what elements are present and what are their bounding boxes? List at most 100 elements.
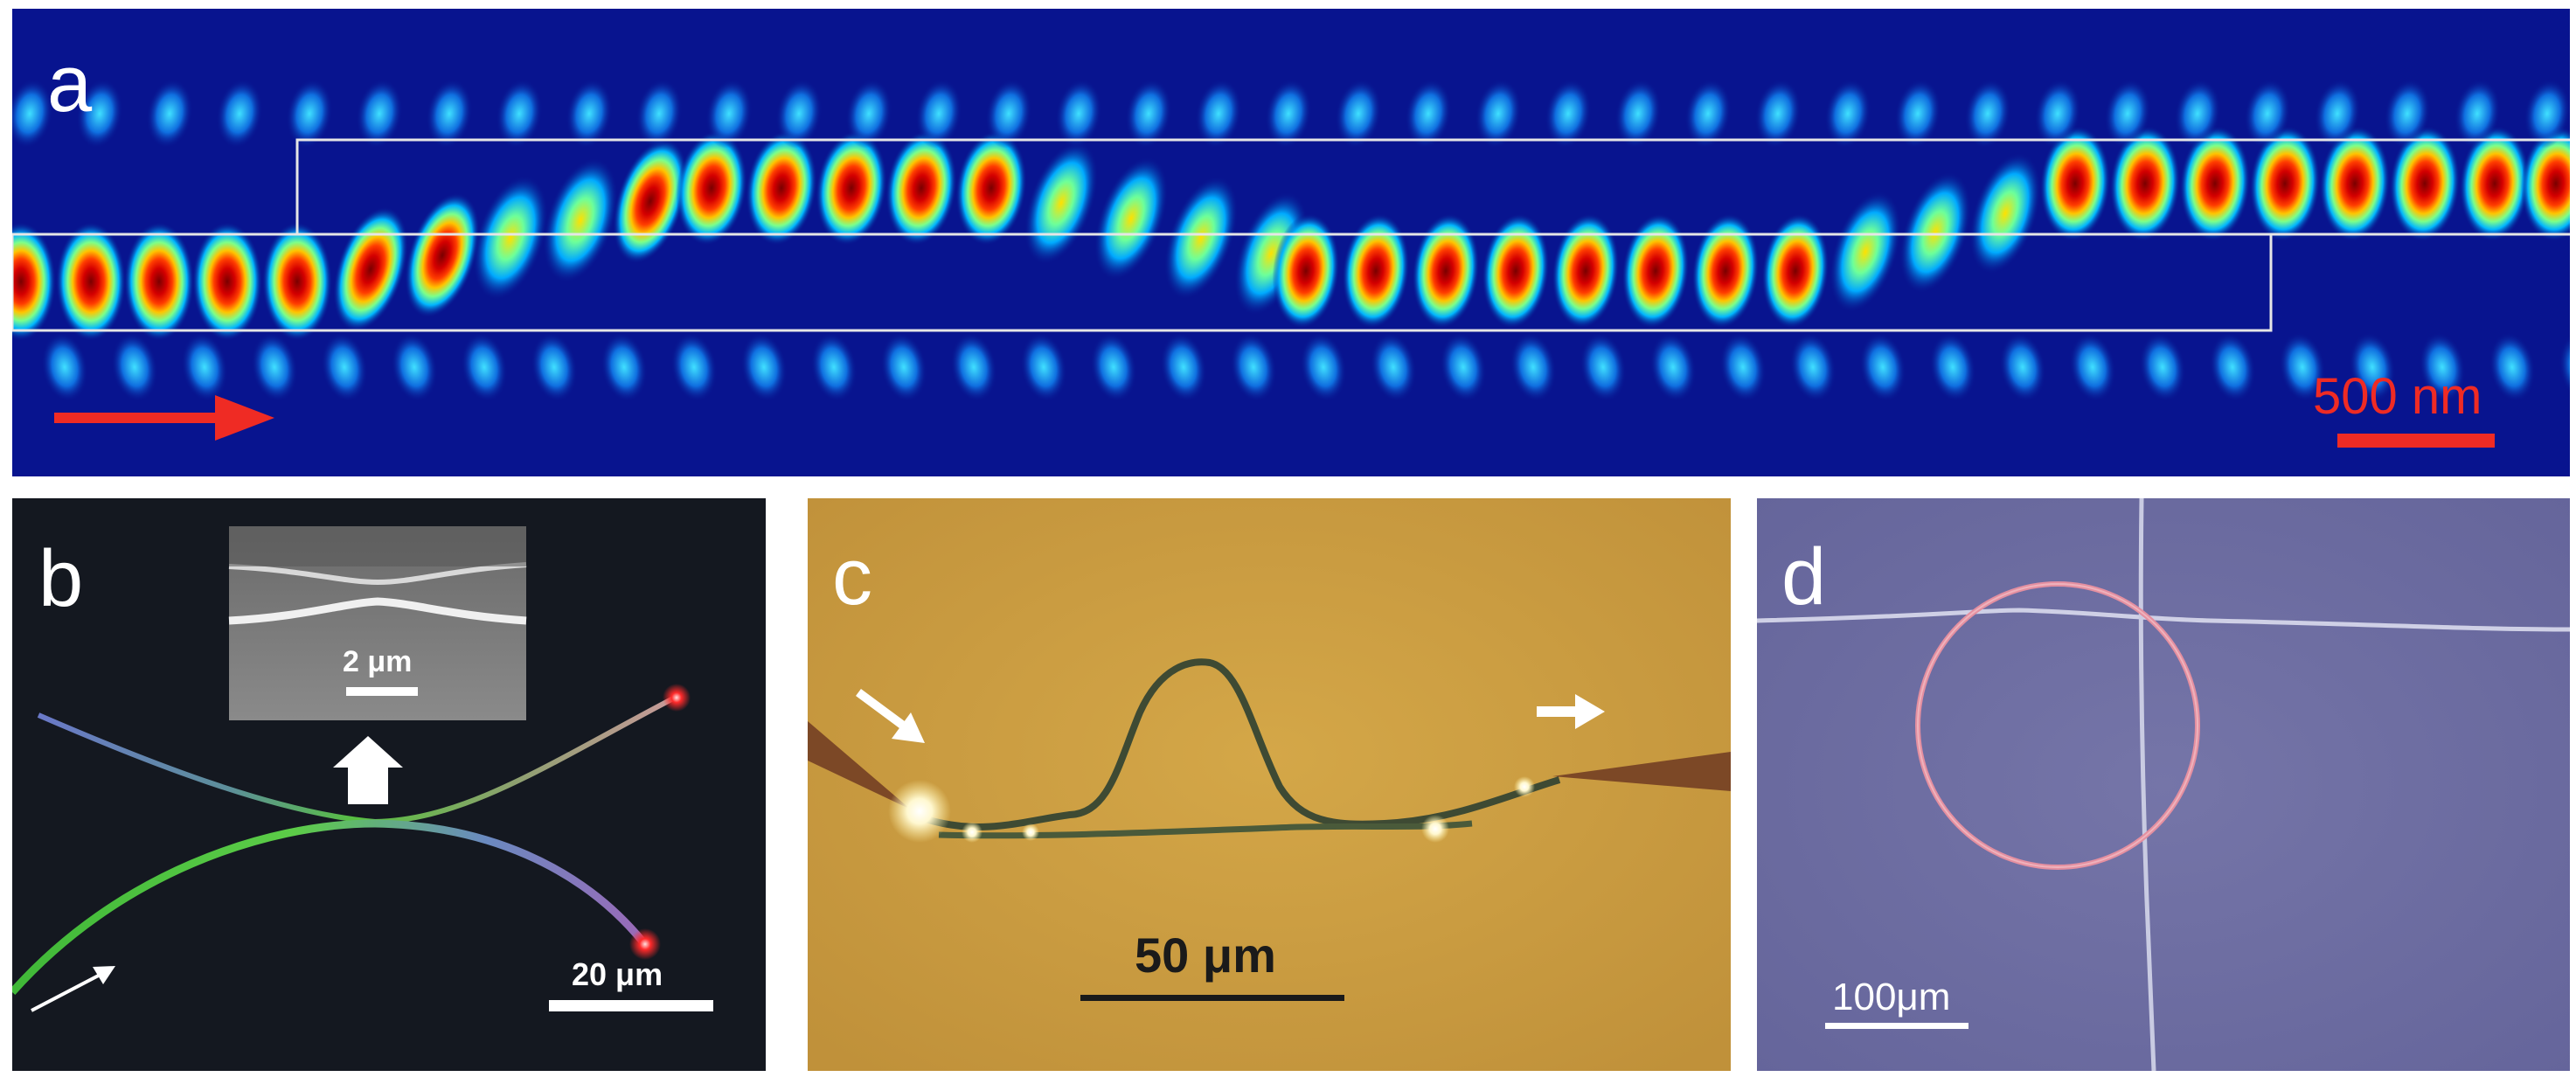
ring-resonator-image	[1757, 498, 2570, 1071]
mode-lobe	[1370, 332, 1417, 402]
mode-lobe	[76, 79, 123, 149]
scatter-glow	[1514, 776, 1535, 797]
mode-lobe	[531, 332, 578, 402]
ring-highlight	[1917, 583, 2198, 868]
mode-lobe	[12, 222, 56, 341]
arrow-diagonal-icon	[31, 966, 115, 1012]
arrow-diagonal-icon	[856, 688, 925, 743]
mode-lobe	[1195, 79, 1242, 149]
panel-b: b 2 μm 20 μm	[12, 498, 766, 1071]
mode-lobe	[2279, 332, 2326, 402]
mode-lobe	[2069, 332, 2116, 402]
sem-inset	[228, 526, 527, 720]
mode-lobe	[1894, 79, 1941, 149]
mode-lobe	[543, 157, 618, 283]
mode-lobe	[985, 79, 1032, 149]
mode-lobe	[2314, 79, 2361, 149]
mode-lobe	[1789, 332, 1837, 402]
mode-lobe	[2389, 126, 2461, 241]
mode-lobe	[566, 79, 613, 149]
mode-lobe	[676, 130, 747, 246]
arrow-right-icon	[1537, 694, 1605, 729]
mode-lobe	[810, 332, 858, 402]
mode-lobe	[2489, 332, 2536, 402]
mode-lobe	[262, 222, 332, 341]
mode-lobe	[1859, 332, 1906, 402]
mode-lobe	[146, 79, 193, 149]
scale-bar-a	[2337, 434, 2495, 448]
vertical-fiber	[2138, 498, 2156, 1071]
inset-scale-bar-label: 2 μm	[343, 645, 413, 678]
panel-c: c 50 μm	[808, 498, 1731, 1071]
mode-lobe	[1342, 213, 1410, 329]
mode-lobe	[1020, 332, 1067, 402]
mode-lobe	[705, 79, 753, 149]
mode-lobe	[12, 79, 53, 149]
mode-lobe	[1230, 332, 1277, 402]
mode-lobe	[2384, 79, 2431, 149]
panel-label-b: b	[38, 534, 84, 623]
panel-a: a 500 nm	[12, 9, 2570, 476]
mode-lobe	[915, 79, 962, 149]
upper-waveguide-outline	[295, 138, 2570, 236]
mode-lobe	[2559, 332, 2570, 402]
mode-lobe	[473, 175, 548, 301]
coupler-image	[12, 526, 713, 1012]
mode-lobe	[2039, 126, 2111, 241]
fiber-lower	[12, 819, 647, 995]
output-fiber-tip	[1552, 752, 1731, 791]
mode-lobe	[251, 332, 298, 402]
mode-lobe	[2319, 126, 2391, 241]
straight-nanowire	[938, 820, 1473, 839]
loop-nanowire	[906, 658, 1561, 830]
fiber-end-glow	[663, 684, 691, 712]
mode-lobe	[2524, 79, 2570, 149]
mode-lobe	[1545, 79, 1592, 149]
mode-lobe	[601, 332, 648, 402]
mode-lobe	[356, 79, 403, 149]
mode-lobe	[740, 332, 788, 402]
mode-lobe	[1265, 79, 1312, 149]
panel-label-c: c	[832, 532, 872, 622]
inset-scale-bar	[346, 687, 418, 696]
mode-lobe	[1552, 213, 1620, 329]
mode-lobe	[216, 79, 263, 149]
mode-lobe	[1090, 332, 1137, 402]
mode-lobe	[1440, 332, 1487, 402]
mode-lobe	[1614, 79, 1662, 149]
arrow-up-icon	[333, 736, 403, 804]
input-glow	[888, 780, 951, 843]
mode-lobe	[746, 130, 817, 246]
mode-lobe	[613, 138, 688, 264]
scatter-glow	[1421, 815, 1449, 843]
mode-lobe	[1510, 332, 1557, 402]
mode-lobe	[2139, 332, 2186, 402]
panel-d: d 100μm	[1757, 498, 2570, 1071]
arrow-right-icon	[54, 395, 274, 441]
mode-lobe	[1272, 213, 1340, 329]
mode-lobe	[111, 332, 158, 402]
mode-lobe	[2104, 79, 2151, 149]
scale-bar-b	[549, 1000, 713, 1011]
mode-lobe	[1580, 332, 1627, 402]
mode-lobe	[1475, 79, 1522, 149]
scale-bar-c	[1080, 995, 1344, 1001]
mode-lobe	[2454, 79, 2501, 149]
scale-bar-d	[1825, 1023, 1968, 1029]
mode-lobe	[2520, 126, 2570, 241]
mode-lobe	[1621, 213, 1690, 329]
mode-lobe	[56, 222, 126, 341]
mode-lobe	[192, 222, 262, 341]
mode-lobe	[405, 192, 480, 318]
mode-lobe	[41, 332, 88, 402]
mode-lobe	[955, 130, 1027, 246]
mode-lobe	[2249, 126, 2321, 241]
mode-lobe	[1649, 332, 1697, 402]
mode-lobe	[1094, 156, 1169, 281]
mode-lobe	[2109, 126, 2181, 241]
mode-lobe	[1964, 79, 2011, 149]
mode-lobe	[1412, 213, 1480, 329]
mode-lobe	[950, 332, 997, 402]
mode-lobe	[1405, 79, 1452, 149]
mode-lobe	[2459, 126, 2531, 241]
